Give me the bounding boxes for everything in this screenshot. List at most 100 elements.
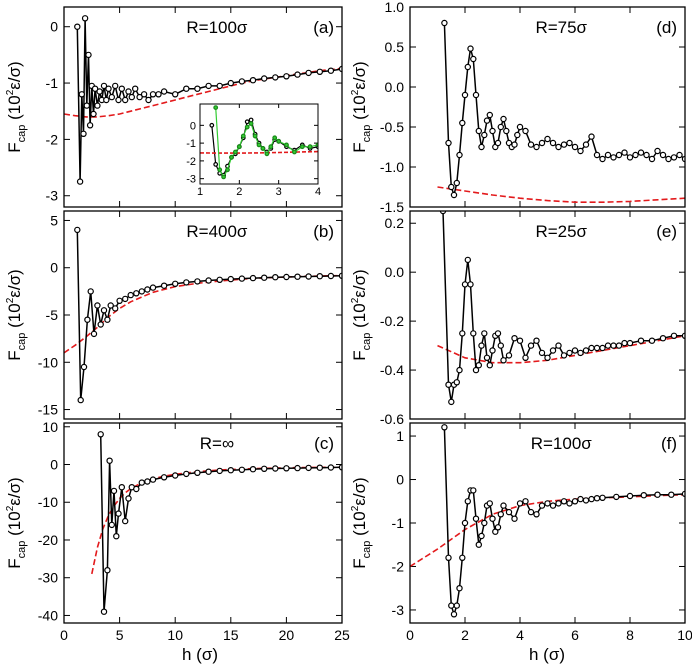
panel-e: 0.2 0.0 -0.2 -0.4 -0.6 R=25σ (e) Fcap (102ε/σ) bbox=[350, 210, 686, 427]
data-point-simulation-panel-a bbox=[149, 91, 157, 98]
data-point-simulation-panel-f bbox=[599, 494, 606, 501]
data-point-simulation-panel-f bbox=[588, 495, 595, 503]
data-point-simulation-panel-e bbox=[566, 349, 573, 357]
right-x-axis-label: h (σ) bbox=[529, 645, 565, 664]
data-point-simulation-panel-c bbox=[118, 484, 126, 491]
data-point-simulation-panel-f bbox=[571, 498, 579, 505]
data-point-simulation-panel-c bbox=[261, 465, 268, 472]
data-point-simulation-panel-f bbox=[456, 585, 463, 592]
series-line-theory-panel-d bbox=[437, 186, 685, 203]
frame-panel-b bbox=[63, 210, 343, 420]
data-point-simulation-panel-e bbox=[637, 337, 645, 344]
data-point-simulation-panel-f bbox=[486, 500, 493, 507]
data-point-simulation-panel-d bbox=[481, 131, 488, 139]
y-tick-label-panel-c: -20 bbox=[38, 532, 58, 548]
data-point-simulation-panel-f bbox=[448, 602, 455, 609]
data-point-simulation-2-inset bbox=[284, 142, 289, 148]
data-point-simulation-panel-d bbox=[593, 151, 601, 159]
y-tick-label-panel-b: -5 bbox=[46, 307, 59, 323]
data-point-simulation-panel-c bbox=[138, 479, 145, 486]
y-axis-label-part: cap bbox=[16, 125, 28, 143]
series-line-simulation-panel-b bbox=[76, 229, 342, 401]
data-point-simulation-2-inset bbox=[217, 167, 223, 173]
data-point-simulation-panel-d bbox=[577, 147, 584, 155]
data-point-simulation-panel-a bbox=[80, 130, 87, 137]
data-point-simulation-panel-c bbox=[106, 457, 113, 464]
data-point-simulation-panel-f bbox=[640, 492, 648, 499]
data-point-simulation-panel-e bbox=[604, 342, 612, 349]
y-tick-label-inset: -1 bbox=[186, 138, 196, 150]
data-point-simulation-panel-f bbox=[475, 541, 482, 548]
data-point-simulation-panel-d bbox=[450, 191, 458, 199]
y-axis-label-part: F bbox=[5, 558, 24, 568]
data-point-simulation-panel-d bbox=[453, 179, 460, 187]
frame-panel-a bbox=[63, 6, 343, 208]
data-point-simulation-panel-e bbox=[467, 281, 474, 288]
data-point-simulation-2-inset bbox=[292, 149, 297, 155]
y-tick-label-panel-f: -2 bbox=[392, 558, 405, 574]
data-point-simulation-panel-c bbox=[216, 467, 223, 475]
data-point-simulation-panel-c bbox=[272, 465, 279, 472]
data-point-simulation-panel-b bbox=[116, 297, 123, 304]
data-point-simulation-panel-f bbox=[577, 495, 584, 503]
y-tick-label-panel-a: -2 bbox=[46, 131, 59, 147]
data-point-simulation-panel-e bbox=[486, 362, 493, 369]
data-point-simulation-2-inset bbox=[229, 154, 234, 160]
y-axis-label-part: 2 bbox=[350, 297, 361, 303]
data-point-simulation-panel-f bbox=[494, 524, 502, 531]
y-tick-label-panel-d: 0.5 bbox=[385, 39, 405, 55]
data-point-simulation-2-inset bbox=[264, 151, 270, 157]
data-point-simulation-panel-e bbox=[648, 337, 656, 344]
y-tick-label-panel-e: -0.2 bbox=[380, 313, 404, 329]
data-point-simulation-panel-d bbox=[527, 141, 535, 148]
data-point-simulation-panel-f bbox=[478, 532, 485, 540]
data-point-simulation-panel-e bbox=[670, 332, 678, 339]
data-point-simulation-panel-f bbox=[544, 500, 551, 507]
data-point-simulation-panel-e bbox=[621, 339, 628, 347]
data-point-simulation-panel-e bbox=[560, 352, 568, 359]
data-point-simulation-panel-b bbox=[138, 288, 145, 295]
data-point-simulation-panel-a bbox=[294, 71, 301, 78]
data-point-simulation-panel-e bbox=[489, 347, 496, 354]
series-line-theory-inset bbox=[200, 150, 318, 154]
data-point-simulation-panel-d bbox=[566, 139, 573, 147]
y-axis-label-part: 2 bbox=[5, 505, 16, 511]
inset-panel-a: 1 2 3 4 0 -1 -2 -3 bbox=[186, 103, 321, 198]
y-tick-label-panel-e: 0.2 bbox=[385, 215, 405, 231]
y-tick-label-panel-d: 0.0 bbox=[385, 79, 405, 95]
data-point-simulation-panel-b bbox=[305, 273, 312, 280]
data-point-simulation-panel-d bbox=[670, 154, 678, 161]
panel-label-a: (a) bbox=[313, 18, 334, 37]
data-point-simulation-panel-a bbox=[115, 96, 122, 104]
data-point-simulation-panel-a bbox=[283, 73, 290, 80]
data-point-simulation-2-inset bbox=[276, 138, 282, 144]
data-point-simulation-panel-f bbox=[470, 487, 477, 494]
y-axis-label-b: Fcap (102ε/σ) bbox=[5, 269, 28, 360]
data-point-simulation-panel-d bbox=[637, 149, 645, 156]
data-point-simulation-panel-d bbox=[441, 19, 448, 27]
data-point-simulation-2-inset bbox=[225, 167, 230, 173]
data-point-simulation-panel-b bbox=[104, 316, 111, 323]
data-point-simulation-panel-f bbox=[472, 515, 480, 522]
data-point-simulation-panel-b bbox=[121, 295, 129, 303]
data-point-simulation-panel-d bbox=[511, 141, 518, 148]
data-point-simulation-panel-a bbox=[183, 85, 190, 92]
panel-label-d: (d) bbox=[656, 18, 677, 37]
x-tick-label-panel-f: 2 bbox=[461, 627, 469, 643]
panel-label-e: (e) bbox=[656, 222, 677, 241]
data-point-simulation-panel-f bbox=[481, 519, 488, 527]
data-point-simulation-panel-f bbox=[538, 502, 546, 509]
frame-panel-f bbox=[409, 422, 686, 624]
y-tick-label-panel-f: 0 bbox=[396, 472, 404, 488]
panel-title-e: R=25σ bbox=[535, 222, 587, 241]
data-point-simulation-panel-e bbox=[588, 344, 595, 352]
data-point-simulation-2-inset bbox=[244, 124, 250, 130]
data-point-simulation-panel-e bbox=[582, 347, 590, 354]
data-point-simulation-panel-b bbox=[227, 275, 234, 283]
y-axis-label-part: (10 bbox=[350, 511, 369, 540]
x-tick-label-panel-c: 10 bbox=[167, 627, 183, 643]
data-point-simulation-panel-c bbox=[149, 476, 157, 483]
data-point-simulation-panel-a bbox=[103, 96, 110, 104]
data-point-simulation-panel-d bbox=[582, 141, 590, 148]
data-point-simulation-panel-f bbox=[560, 498, 568, 505]
